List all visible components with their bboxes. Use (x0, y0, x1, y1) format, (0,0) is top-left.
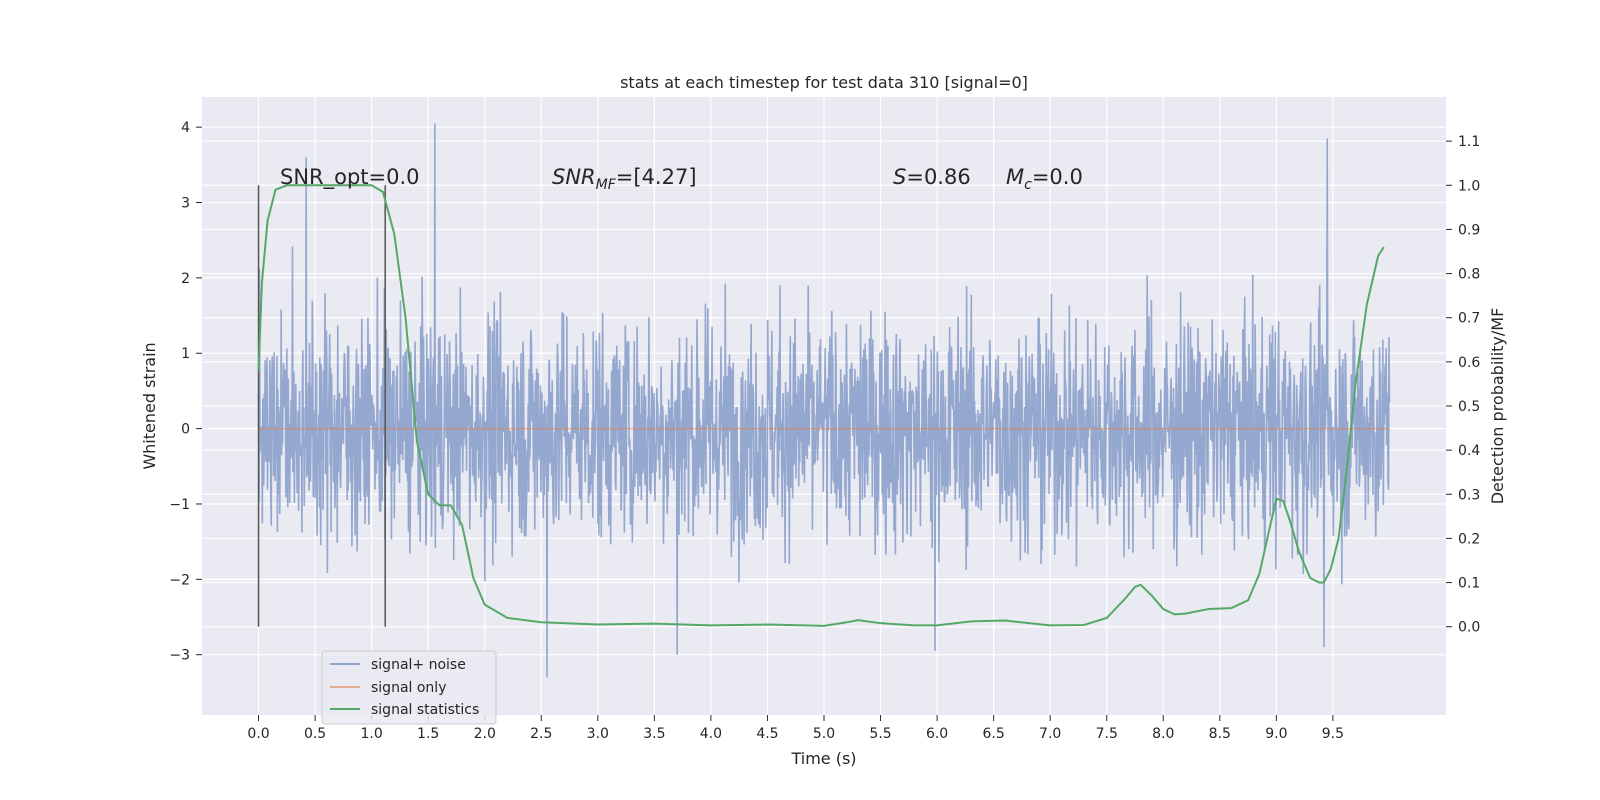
x-tick-label-12: 6.0 (926, 726, 948, 742)
series-signal-noise (257, 123, 1391, 678)
x-tick-label-3: 1.5 (417, 726, 439, 742)
annotation-mc: Mc=0.0 (1006, 165, 1083, 193)
x-tick-label-10: 5.0 (813, 726, 835, 742)
legend-label-signal-only: signal only (371, 680, 446, 696)
y-right-tick-label-4: 0.4 (1458, 443, 1480, 459)
x-tick-label-0: 0.0 (247, 726, 269, 742)
y-axis-ticks: −3 −2 −1 0 1 2 3 4 (169, 120, 202, 664)
x-tick-label-7: 3.5 (643, 726, 665, 742)
legend-label-signal-noise: signal+ noise (371, 657, 466, 673)
y-right-tick-label-5: 0.5 (1458, 399, 1480, 415)
mc-sub: c (1024, 177, 1032, 193)
mc-main: M (1006, 165, 1024, 189)
y-tick-label-7: 4 (181, 120, 190, 136)
x-tick-label-2: 1.0 (361, 726, 383, 742)
y-tick-label-6: 3 (181, 196, 190, 212)
y-right-tick-label-10: 1.0 (1458, 178, 1480, 194)
series-signal-statistics (257, 184, 1385, 627)
vertical-markers (257, 185, 386, 627)
x-axis-ticks: 0.0 0.5 1.0 1.5 2.0 2.5 3.0 3.5 4.0 4.5 5.0 5.5 6.0 6… (247, 715, 1344, 742)
s-main: S (893, 165, 906, 189)
snr-mf-sub: MF (596, 177, 617, 193)
annotation-s: S=0.86 (893, 165, 971, 189)
s-value: =0.86 (906, 165, 970, 189)
y-right-tick-label-8: 0.8 (1458, 267, 1480, 283)
x-tick-label-19: 9.5 (1322, 726, 1344, 742)
y-tick-label-2: −1 (169, 497, 190, 513)
x-tick-label-6: 3.0 (587, 726, 609, 742)
y-right-axis-label: Detection probability/MF (1488, 308, 1507, 505)
x-tick-label-11: 5.5 (869, 726, 891, 742)
annotation-snr-opt: SNR_opt=0.0 (280, 165, 420, 190)
y-tick-label-0: −3 (169, 648, 190, 664)
legend-label-signal-statistics: signal statistics (371, 702, 479, 718)
annotations: SNR_opt=0.0 SNRMF=[4.27] S=0.86 Mc=0.0 (280, 165, 1083, 193)
y-right-tick-label-0: 0.0 (1458, 620, 1480, 636)
y-right-tick-label-1: 0.1 (1458, 576, 1480, 592)
signal-noise-line (257, 123, 1391, 678)
y-right-tick-label-9: 0.9 (1458, 222, 1480, 238)
mc-value: =0.0 (1032, 165, 1083, 189)
y-right-tick-label-3: 0.3 (1458, 487, 1480, 503)
y-tick-label-4: 1 (181, 346, 190, 362)
x-axis-label: Time (s) (790, 749, 856, 768)
y-right-tick-label-2: 0.2 (1458, 531, 1480, 547)
annotation-snr-mf: SNRMF=[4.27] (552, 165, 697, 193)
y-tick-label-3: 0 (181, 422, 190, 438)
x-tick-label-14: 7.0 (1039, 726, 1061, 742)
y-right-tick-label-7: 0.7 (1458, 311, 1480, 327)
x-tick-label-15: 7.5 (1096, 726, 1118, 742)
y-tick-label-1: −2 (169, 572, 190, 588)
snr-mf-main: SNR (552, 165, 596, 189)
chart-title: stats at each timestep for test data 310… (620, 73, 1028, 92)
x-tick-label-18: 9.0 (1265, 726, 1287, 742)
y-right-tick-label-6: 0.6 (1458, 355, 1480, 371)
y-right-axis-ticks: 0.0 0.1 0.2 0.3 0.4 0.5 0.6 0.7 0.8 0.9 1.0 1.1 (1446, 134, 1480, 636)
snr-mf-value: =[4.27] (616, 165, 697, 189)
x-tick-label-9: 4.5 (756, 726, 778, 742)
y-axis-label: Whitened strain (140, 342, 159, 469)
x-tick-label-8: 4.0 (700, 726, 722, 742)
x-tick-label-1: 0.5 (304, 726, 326, 742)
x-tick-label-16: 8.0 (1152, 726, 1174, 742)
signal-statistics-line (257, 184, 1385, 627)
legend-box (321, 650, 497, 725)
y-tick-label-5: 2 (181, 271, 190, 287)
x-tick-label-5: 2.5 (530, 726, 552, 742)
y-right-tick-label-11: 1.1 (1458, 134, 1480, 150)
legend: signal+ noise signal only signal statist… (321, 650, 497, 725)
x-tick-label-17: 8.5 (1209, 726, 1231, 742)
x-tick-label-13: 6.5 (983, 726, 1005, 742)
x-tick-label-4: 2.0 (474, 726, 496, 742)
